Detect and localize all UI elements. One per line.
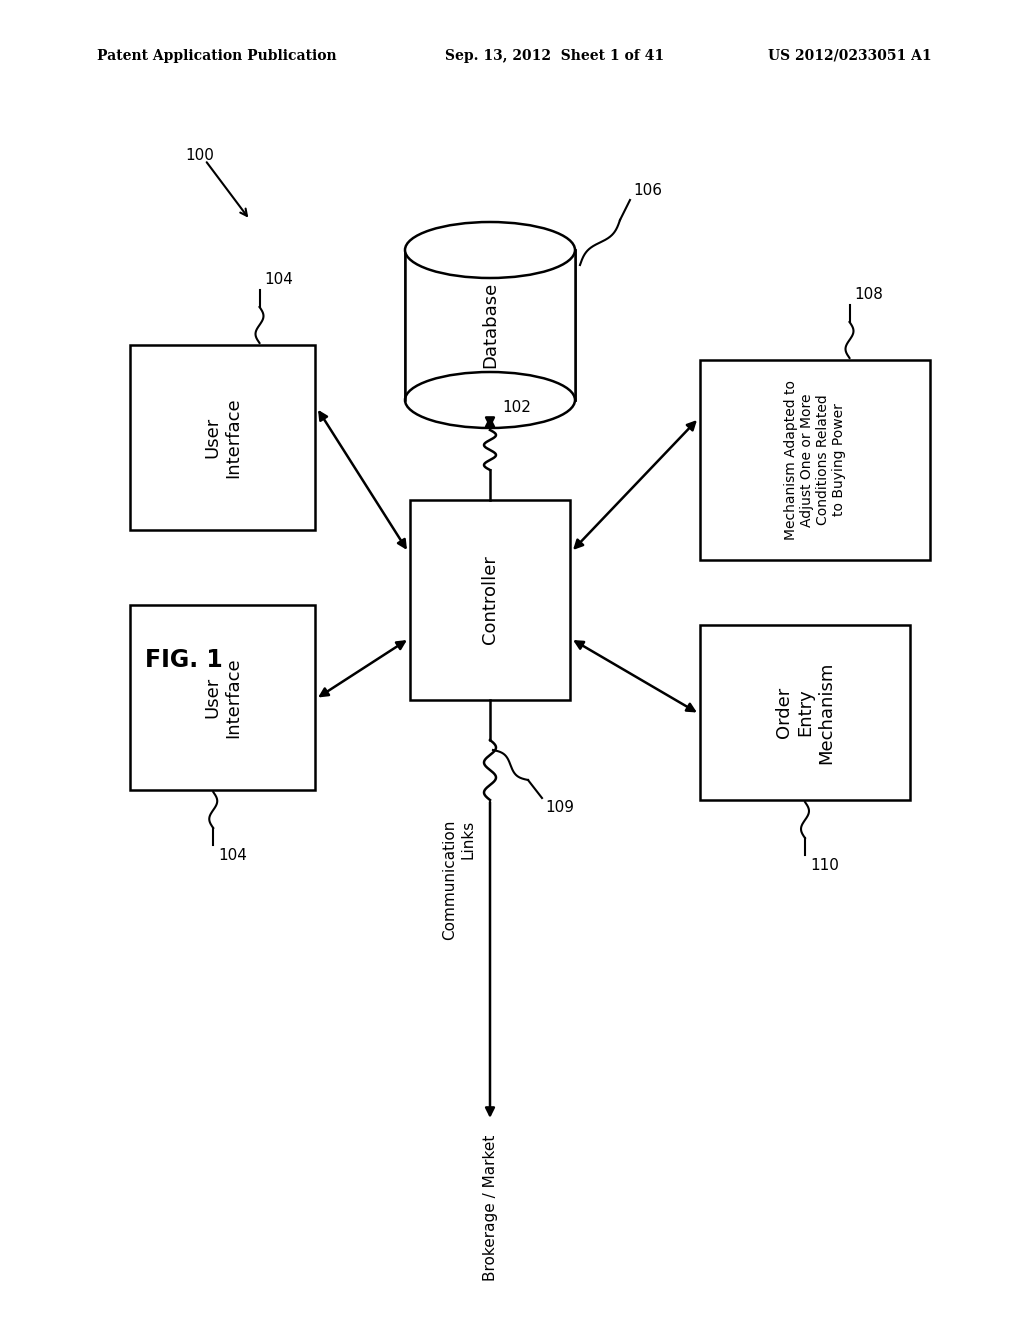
- Ellipse shape: [406, 222, 575, 279]
- Text: FIG. 1: FIG. 1: [145, 648, 223, 672]
- Bar: [410, 500, 570, 700]
- Text: US 2012/0233051 A1: US 2012/0233051 A1: [768, 49, 932, 63]
- Text: 102: 102: [502, 400, 530, 414]
- Bar: [130, 605, 315, 789]
- Text: 109: 109: [545, 800, 574, 814]
- Ellipse shape: [406, 372, 575, 428]
- Text: 104: 104: [264, 272, 293, 286]
- Text: Patent Application Publication: Patent Application Publication: [97, 49, 337, 63]
- Text: Controller: Controller: [481, 556, 499, 644]
- Text: 108: 108: [854, 286, 884, 302]
- Text: Database: Database: [481, 282, 499, 368]
- Bar: [406, 249, 575, 400]
- Text: Mechanism Adapted to
Adjust One or More
Conditions Related
to Buying Power: Mechanism Adapted to Adjust One or More …: [783, 380, 846, 540]
- Bar: [700, 624, 910, 800]
- Bar: [700, 360, 930, 560]
- Text: 106: 106: [633, 183, 662, 198]
- Text: Order
Entry
Mechanism: Order Entry Mechanism: [775, 661, 835, 764]
- Text: 110: 110: [810, 858, 839, 873]
- Text: 104: 104: [218, 847, 247, 863]
- Text: Sep. 13, 2012  Sheet 1 of 41: Sep. 13, 2012 Sheet 1 of 41: [445, 49, 665, 63]
- Text: User
Interface: User Interface: [203, 657, 242, 738]
- Text: Brokerage / Market: Brokerage / Market: [482, 1135, 498, 1282]
- Text: User
Interface: User Interface: [203, 397, 242, 478]
- Text: 100: 100: [185, 148, 214, 162]
- Bar: [130, 345, 315, 531]
- Text: Communication
Links: Communication Links: [442, 820, 475, 940]
